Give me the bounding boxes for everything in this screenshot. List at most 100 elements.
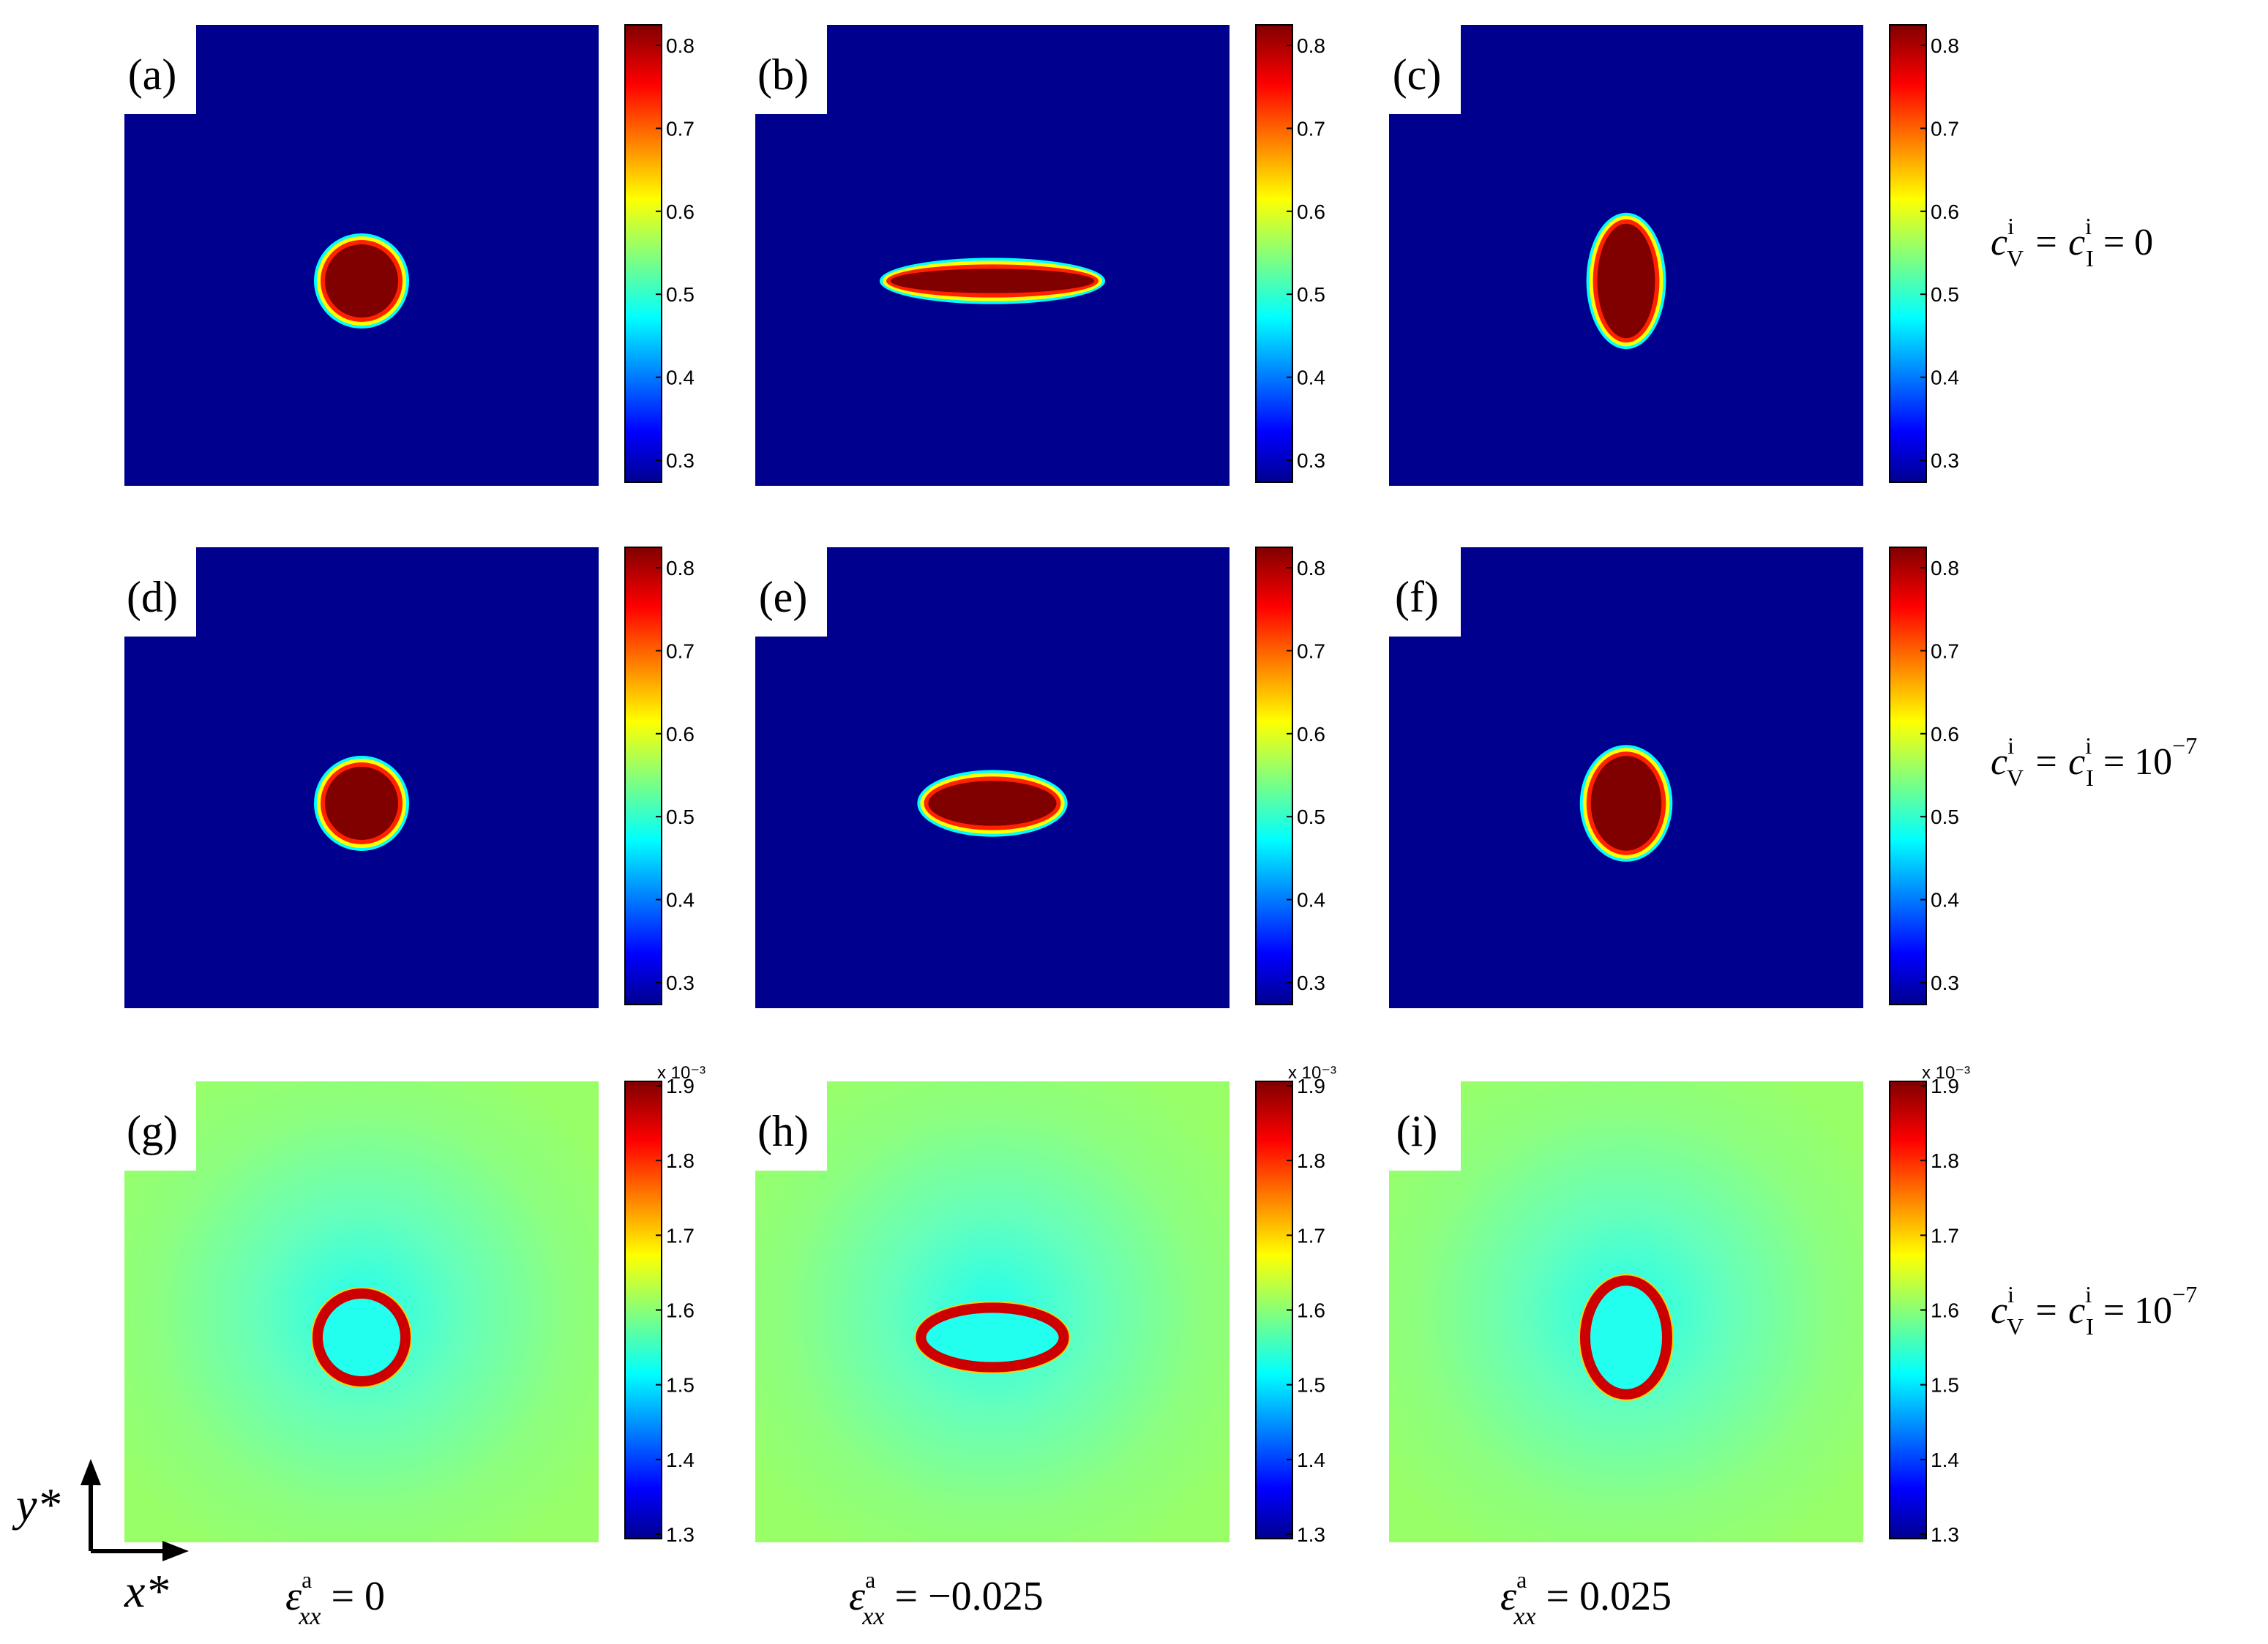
x-arrowhead-icon	[162, 1541, 189, 1561]
colorbar: 0.8 0.7 0.6 0.5 0.4 0.3	[624, 547, 695, 1005]
panel-label: (b)	[757, 50, 809, 99]
colorbar-tick-label: 1.9	[1297, 1075, 1325, 1097]
colorbar-tick-label: 0.8	[1931, 34, 1959, 57]
panel-a: (a) 0.8 0.7 0.6 0.5 0.4 0.3	[110, 20, 695, 486]
void-ring	[312, 1288, 411, 1386]
colorbar: 1.9 1.8 1.7 1.6 1.5 1.4 1.3 x 10⁻³	[624, 1063, 706, 1546]
colorbar-tick-label: 1.6	[1931, 1299, 1959, 1322]
panel-g: (g) 1.9 1.8 1.7 1.6 1.5 1.4 1.3 x 10⁻³	[110, 1063, 706, 1546]
colorbar-tick-label: 0.4	[1931, 889, 1959, 912]
colorbar-gradient	[1889, 24, 1927, 483]
colorbar: 0.8 0.7 0.6 0.5 0.4 0.3	[1255, 24, 1325, 483]
label-box	[1374, 543, 1461, 637]
colorbar-tick-label: 0.7	[1931, 117, 1959, 140]
axes-indicator: y* x*	[12, 1459, 189, 1617]
colorbar-tick-label: 1.4	[1297, 1449, 1325, 1471]
colorbar-tick-label: 1.3	[666, 1523, 695, 1546]
column-label: εa xx = 0.025	[1500, 1566, 1672, 1630]
colorbar-tick-label: 0.8	[1297, 34, 1325, 57]
row-label: ci V = ci I = 10−7	[1991, 1281, 2197, 1340]
colorbar-tick-label: 1.9	[666, 1075, 695, 1097]
y-arrowhead-icon	[81, 1459, 101, 1485]
colorbar-tick-label: 0.8	[1297, 557, 1325, 579]
colorbar: 0.8 0.7 0.6 0.5 0.4 0.3	[1255, 547, 1325, 1005]
void-core	[325, 767, 398, 840]
colorbar-tick-label: 1.3	[1297, 1523, 1325, 1546]
colorbar-tick-label: 0.7	[666, 639, 695, 662]
colorbar-tick-label: 0.4	[666, 889, 695, 912]
x-axis-label: x*	[124, 1565, 168, 1617]
label-box	[1374, 20, 1461, 114]
colorbar-exponent: x 10⁻³	[1922, 1063, 1970, 1083]
panel-label: (f)	[1395, 573, 1439, 621]
colorbar-tick-label: 1.5	[1931, 1374, 1959, 1397]
colorbar: 0.8 0.7 0.6 0.5 0.4 0.3	[1889, 24, 1959, 483]
colorbar-tick-label: 1.5	[1297, 1374, 1325, 1397]
panel-c: (c) 0.8 0.7 0.6 0.5 0.4 0.3	[1374, 20, 1959, 486]
colorbar-tick-label: 1.7	[666, 1224, 695, 1247]
colorbar-gradient	[1889, 547, 1927, 1005]
colorbar-gradient	[624, 24, 662, 483]
colorbar-tick-label: 1.7	[1931, 1224, 1959, 1247]
colorbar-tick-label: 1.4	[666, 1449, 695, 1471]
label-box	[110, 1077, 196, 1171]
colorbar-tick-label: 0.5	[666, 806, 695, 828]
colorbar-tick-label: 0.3	[666, 972, 695, 994]
y-axis-label: y*	[12, 1479, 60, 1531]
panel-label: (c)	[1393, 50, 1442, 99]
colorbar-tick-label: 1.7	[1297, 1224, 1325, 1247]
panel-f: (f) 0.8 0.7 0.6 0.5 0.4 0.3	[1374, 543, 1959, 1008]
plot-area	[755, 25, 1230, 486]
void-ring	[916, 1302, 1069, 1373]
label-box	[741, 20, 827, 114]
colorbar-tick-label: 0.3	[1931, 449, 1959, 472]
colorbar-tick-label: 1.3	[1931, 1523, 1959, 1546]
void-core	[325, 244, 398, 318]
panel-d: (d) 0.8 0.7 0.6 0.5 0.4 0.3	[110, 543, 695, 1008]
void-core	[1590, 756, 1662, 851]
colorbar-tick-label: 0.4	[1297, 367, 1325, 389]
colorbar-tick-label: 0.3	[1297, 972, 1325, 994]
colorbar-tick-label: 0.6	[1297, 200, 1325, 223]
label-box	[110, 20, 196, 114]
panel-label: (g)	[127, 1107, 178, 1155]
colorbar-tick-label: 0.7	[1297, 639, 1325, 662]
colorbar-tick-label: 1.8	[1297, 1149, 1325, 1172]
colorbar-tick-label: 1.8	[666, 1149, 695, 1172]
colorbar-tick-label: 0.4	[666, 367, 695, 389]
colorbar-tick-label: 0.3	[666, 449, 695, 472]
label-box	[741, 543, 827, 637]
colorbar-gradient	[624, 1081, 662, 1539]
colorbar-tick-label: 0.5	[666, 283, 695, 306]
colorbar-tick-label: 1.4	[1931, 1449, 1959, 1471]
panel-label: (e)	[759, 573, 808, 621]
colorbar-gradient	[624, 547, 662, 1005]
colorbar-tick-label: 0.7	[1297, 117, 1325, 140]
colorbar-tick-label: 1.5	[666, 1374, 695, 1397]
colorbar-tick-label: 1.6	[666, 1299, 695, 1322]
panel-label: (i)	[1396, 1107, 1438, 1155]
colorbar-tick-label: 0.6	[1297, 723, 1325, 746]
row-label: ci V = ci I = 0	[1991, 213, 2153, 271]
colorbar-tick-label: 1.8	[1931, 1149, 1959, 1172]
panel-label: (h)	[757, 1107, 809, 1155]
colorbar-gradient	[1255, 24, 1293, 483]
colorbar-tick-label: 1.9	[1931, 1075, 1959, 1097]
colorbar: 0.8 0.7 0.6 0.5 0.4 0.3	[624, 24, 695, 483]
colorbar-tick-label: 0.3	[1931, 972, 1959, 994]
colorbar-tick-label: 0.4	[1931, 367, 1959, 389]
label-box	[1374, 1077, 1461, 1171]
colorbar-gradient	[1255, 547, 1293, 1005]
colorbar-tick-label: 0.7	[666, 117, 695, 140]
label-box	[741, 1077, 827, 1171]
colorbar-tick-label: 0.5	[1931, 806, 1959, 828]
colorbar-tick-label: 0.8	[666, 34, 695, 57]
colorbar: 1.9 1.8 1.7 1.6 1.5 1.4 1.3 x 10⁻³	[1889, 1063, 1970, 1546]
colorbar-tick-label: 0.6	[666, 723, 695, 746]
panel-h: (h) 1.9 1.8 1.7 1.6 1.5 1.4 1.3 x 10⁻³	[741, 1063, 1336, 1546]
column-label: εa xx = 0	[285, 1566, 385, 1630]
colorbar-tick-label: 0.3	[1297, 449, 1325, 472]
colorbar-tick-label: 1.6	[1297, 1299, 1325, 1322]
colorbar-tick-label: 0.5	[1931, 283, 1959, 306]
